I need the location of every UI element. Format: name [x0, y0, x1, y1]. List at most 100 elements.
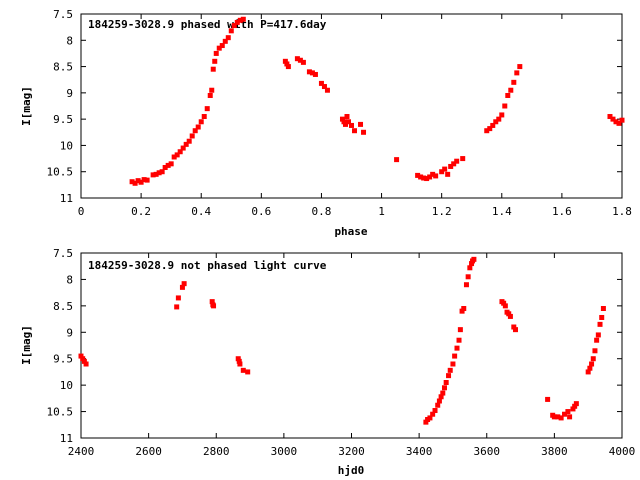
phased-data-point	[430, 171, 436, 177]
unphased-data-point	[432, 408, 438, 414]
unphased-data-point	[430, 411, 436, 417]
phased-y-axis-label: I[mag]	[20, 86, 33, 126]
phased-data-point	[216, 45, 222, 51]
unphased-data-point	[502, 303, 508, 309]
unphased-data-point	[443, 380, 449, 385]
phased-y-tick-label: 8.5	[53, 61, 73, 74]
phased-data-point	[312, 71, 318, 77]
phased-data-point	[445, 171, 451, 177]
phased-data-point	[153, 171, 159, 177]
phased-data-point	[460, 156, 466, 162]
phased-x-tick-label: 0.4	[191, 205, 211, 218]
unphased-x-tick-label: 2600	[135, 445, 162, 458]
phased-data-point	[209, 87, 215, 93]
phased-data-point	[358, 121, 364, 127]
phased-data-point	[156, 170, 162, 176]
unphased-data-point	[463, 282, 469, 288]
unphased-data-point	[555, 414, 561, 420]
phased-data-point	[442, 166, 448, 172]
phased-y-tick-label: 11	[60, 192, 73, 205]
phased-data-point	[284, 61, 290, 67]
unphased-light-curve-chart: 184259-3028.9 not phased light curve hjd…	[20, 247, 635, 477]
unphased-data-points	[78, 256, 606, 425]
phased-data-point	[222, 38, 228, 44]
unphased-x-tick-label: 3200	[338, 445, 365, 458]
phased-data-point	[619, 117, 625, 123]
unphased-data-point	[459, 308, 465, 314]
phased-data-point	[324, 87, 330, 93]
unphased-y-tick-label: 7.5	[53, 247, 73, 260]
unphased-x-tick-label: 2800	[203, 445, 230, 458]
phased-data-point	[168, 161, 174, 167]
phased-data-point	[505, 92, 511, 98]
unphased-x-tick-label: 4000	[609, 445, 636, 458]
unphased-data-point	[512, 327, 518, 333]
phased-data-point	[306, 69, 312, 75]
phased-data-point	[610, 116, 616, 122]
unphased-data-point	[78, 353, 84, 359]
unphased-data-point	[181, 281, 187, 287]
phased-data-point	[352, 128, 358, 134]
unphased-data-point	[565, 409, 571, 415]
unphased-y-tick-label: 9.5	[53, 353, 73, 366]
unphased-data-point	[454, 345, 460, 351]
phased-data-point	[349, 122, 354, 128]
phased-light-curve-chart: 184259-3028.9 phased with P=417.6day pha…	[20, 8, 632, 238]
phased-data-point	[234, 19, 240, 25]
phased-data-point	[186, 138, 192, 144]
phased-axis-ticks: 0 0.2 0.4 0.6 0.8 1 1.2 1.4 1.6 1.8 7.5 8 8.5 9 9.5 10 1…	[47, 8, 632, 218]
unphased-data-point	[237, 361, 243, 367]
phased-data-point	[418, 174, 424, 180]
phased-data-point	[508, 87, 514, 93]
phased-data-point	[321, 84, 327, 90]
phased-data-point	[135, 178, 141, 184]
unphased-y-tick-label: 9	[66, 326, 73, 339]
unphased-data-point	[427, 415, 433, 421]
unphased-data-point	[236, 358, 242, 364]
unphased-y-tick-label: 11	[60, 432, 73, 445]
unphased-data-point	[507, 313, 513, 319]
phased-data-point	[189, 133, 195, 139]
unphased-data-point	[590, 356, 596, 362]
phased-data-point	[297, 57, 303, 63]
phased-data-point	[499, 112, 505, 118]
unphased-data-point	[441, 385, 447, 391]
phased-data-point	[517, 64, 523, 70]
phased-data-point	[204, 106, 210, 112]
unphased-x-tick-label: 3400	[406, 445, 433, 458]
phased-data-point	[144, 177, 150, 183]
phased-x-tick-label: 1	[378, 205, 385, 218]
phased-data-point	[451, 161, 457, 167]
phased-data-point	[318, 80, 324, 86]
phased-data-point	[439, 169, 445, 175]
unphased-y-tick-label: 10.5	[47, 406, 74, 419]
phased-data-point	[282, 58, 288, 64]
unphased-data-point	[573, 401, 579, 407]
unphased-data-point	[209, 299, 215, 305]
unphased-data-point	[469, 261, 475, 267]
phased-data-point	[162, 165, 168, 171]
unphased-data-point	[592, 348, 598, 354]
unphased-y-tick-label: 8.5	[53, 300, 73, 313]
phased-data-point	[487, 126, 493, 132]
phased-data-point	[427, 174, 433, 180]
phased-data-point	[231, 23, 237, 29]
phased-x-tick-label: 0	[78, 205, 85, 218]
unphased-x-tick-label: 3000	[271, 445, 298, 458]
unphased-axis-ticks: 2400 2600 2800 3000 3200 3400 3600 3800 4000 7.5 8…	[47, 247, 636, 458]
phased-x-tick-label: 1.4	[492, 205, 512, 218]
phased-data-point	[228, 28, 234, 34]
phased-data-point	[141, 177, 147, 183]
phased-data-point	[225, 35, 231, 41]
phased-data-point	[511, 79, 517, 85]
phased-data-point	[165, 162, 171, 168]
unphased-data-point	[551, 414, 557, 420]
phased-x-tick-label: 1.8	[612, 205, 632, 218]
phased-data-point	[448, 163, 454, 169]
phased-data-point	[294, 56, 300, 62]
unphased-data-point	[440, 390, 446, 396]
unphased-data-point	[452, 353, 458, 359]
phased-plot-frame	[80, 13, 623, 199]
unphased-data-point	[80, 356, 86, 362]
